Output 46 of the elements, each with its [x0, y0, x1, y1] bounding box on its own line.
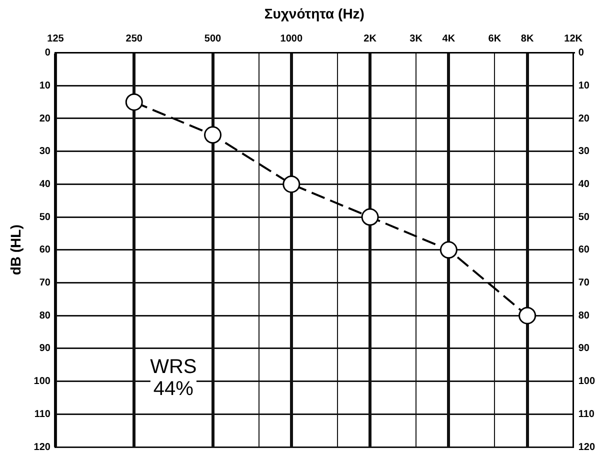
y-tick-label: 50 — [39, 212, 51, 223]
x-tick-label: 8K — [520, 34, 534, 45]
x-tick-label: 3K — [410, 34, 424, 45]
point — [518, 306, 536, 324]
y2-tick-label: 50 — [578, 212, 590, 223]
y2-tick-label: 80 — [578, 310, 590, 322]
y2-tick-label: 110 — [578, 408, 595, 420]
point — [204, 126, 222, 144]
y-tick-label: 110 — [34, 408, 51, 420]
y2-tick-label: 0 — [578, 48, 584, 59]
y2-tick-label: 70 — [578, 278, 590, 288]
y-tick-label: 0 — [44, 48, 51, 59]
y-tick-label: 90 — [39, 343, 51, 354]
y-axis-title: dB (HL) — [7, 224, 24, 276]
y-tick-label: 30 — [39, 146, 51, 158]
annotation: WRS — [150, 356, 197, 378]
y-tick-label: 40 — [39, 178, 51, 190]
y2-tick-label: 10 — [578, 80, 590, 92]
x-tick-label: 12K — [564, 34, 584, 45]
y-tick-label: 20 — [39, 113, 51, 124]
annotation: 44% — [153, 378, 194, 400]
point — [282, 175, 300, 193]
point — [125, 93, 143, 111]
x-axis-title: Συχνότητα (Hz) — [264, 5, 364, 22]
x-tick-label: 2K — [364, 34, 378, 45]
y2-tick-label: 90 — [578, 343, 590, 354]
y-tick-label: 70 — [39, 278, 51, 288]
x-tick-label: 125 — [47, 34, 64, 45]
y-tick-label: 120 — [34, 442, 51, 453]
point — [440, 241, 458, 259]
x-tick-label: 500 — [204, 34, 222, 45]
y2-tick-label: 120 — [578, 442, 596, 453]
y-tick-label: 100 — [34, 376, 51, 388]
y2-tick-label: 40 — [578, 178, 590, 190]
y2-tick-label: 20 — [578, 113, 590, 124]
y-tick-label: 60 — [39, 244, 51, 256]
y-tick-label: 10 — [39, 80, 51, 92]
x-tick-label: 4K — [442, 34, 456, 45]
y2-tick-label: 30 — [578, 146, 590, 158]
x-tick-label: 6K — [488, 34, 502, 45]
point — [361, 208, 379, 226]
y-tick-label: 80 — [39, 310, 51, 322]
y2-tick-label: 100 — [578, 376, 596, 388]
y2-tick-label: 60 — [578, 244, 590, 256]
x-tick-label: 1000 — [280, 34, 303, 45]
x-tick-label: 250 — [126, 34, 143, 45]
